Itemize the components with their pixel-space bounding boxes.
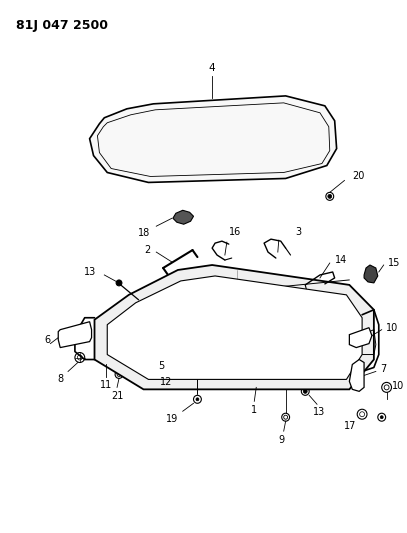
Text: 12: 12 xyxy=(160,377,173,387)
Text: 7: 7 xyxy=(380,365,386,375)
Circle shape xyxy=(380,416,383,419)
Text: 3: 3 xyxy=(295,227,302,237)
Polygon shape xyxy=(349,360,364,391)
Text: 10: 10 xyxy=(386,322,398,333)
Text: 11: 11 xyxy=(100,381,112,390)
Text: 21: 21 xyxy=(111,391,123,401)
Polygon shape xyxy=(107,276,362,379)
Text: 20: 20 xyxy=(352,172,365,181)
Text: 18: 18 xyxy=(138,228,150,238)
Polygon shape xyxy=(58,322,92,348)
Text: 17: 17 xyxy=(344,421,356,431)
Polygon shape xyxy=(94,265,374,389)
Circle shape xyxy=(116,280,122,286)
Text: 81J 047 2500: 81J 047 2500 xyxy=(16,19,108,33)
Polygon shape xyxy=(173,211,193,224)
Text: 13: 13 xyxy=(313,407,325,417)
Text: 14: 14 xyxy=(335,255,347,265)
Polygon shape xyxy=(90,96,337,182)
Polygon shape xyxy=(364,265,378,283)
Text: 2: 2 xyxy=(144,245,150,255)
Text: 6: 6 xyxy=(44,335,50,345)
Circle shape xyxy=(328,195,332,198)
Text: 1: 1 xyxy=(251,405,257,415)
Text: 9: 9 xyxy=(279,435,285,445)
Polygon shape xyxy=(349,328,372,348)
Circle shape xyxy=(303,389,307,393)
Text: 5: 5 xyxy=(158,360,164,370)
Text: 15: 15 xyxy=(387,258,400,268)
Text: 4: 4 xyxy=(209,63,215,73)
Text: 16: 16 xyxy=(229,227,241,237)
Circle shape xyxy=(196,398,199,401)
Text: 8: 8 xyxy=(57,375,63,384)
Text: 13: 13 xyxy=(84,267,96,277)
Text: 10: 10 xyxy=(392,382,404,391)
Text: 19: 19 xyxy=(166,414,178,424)
